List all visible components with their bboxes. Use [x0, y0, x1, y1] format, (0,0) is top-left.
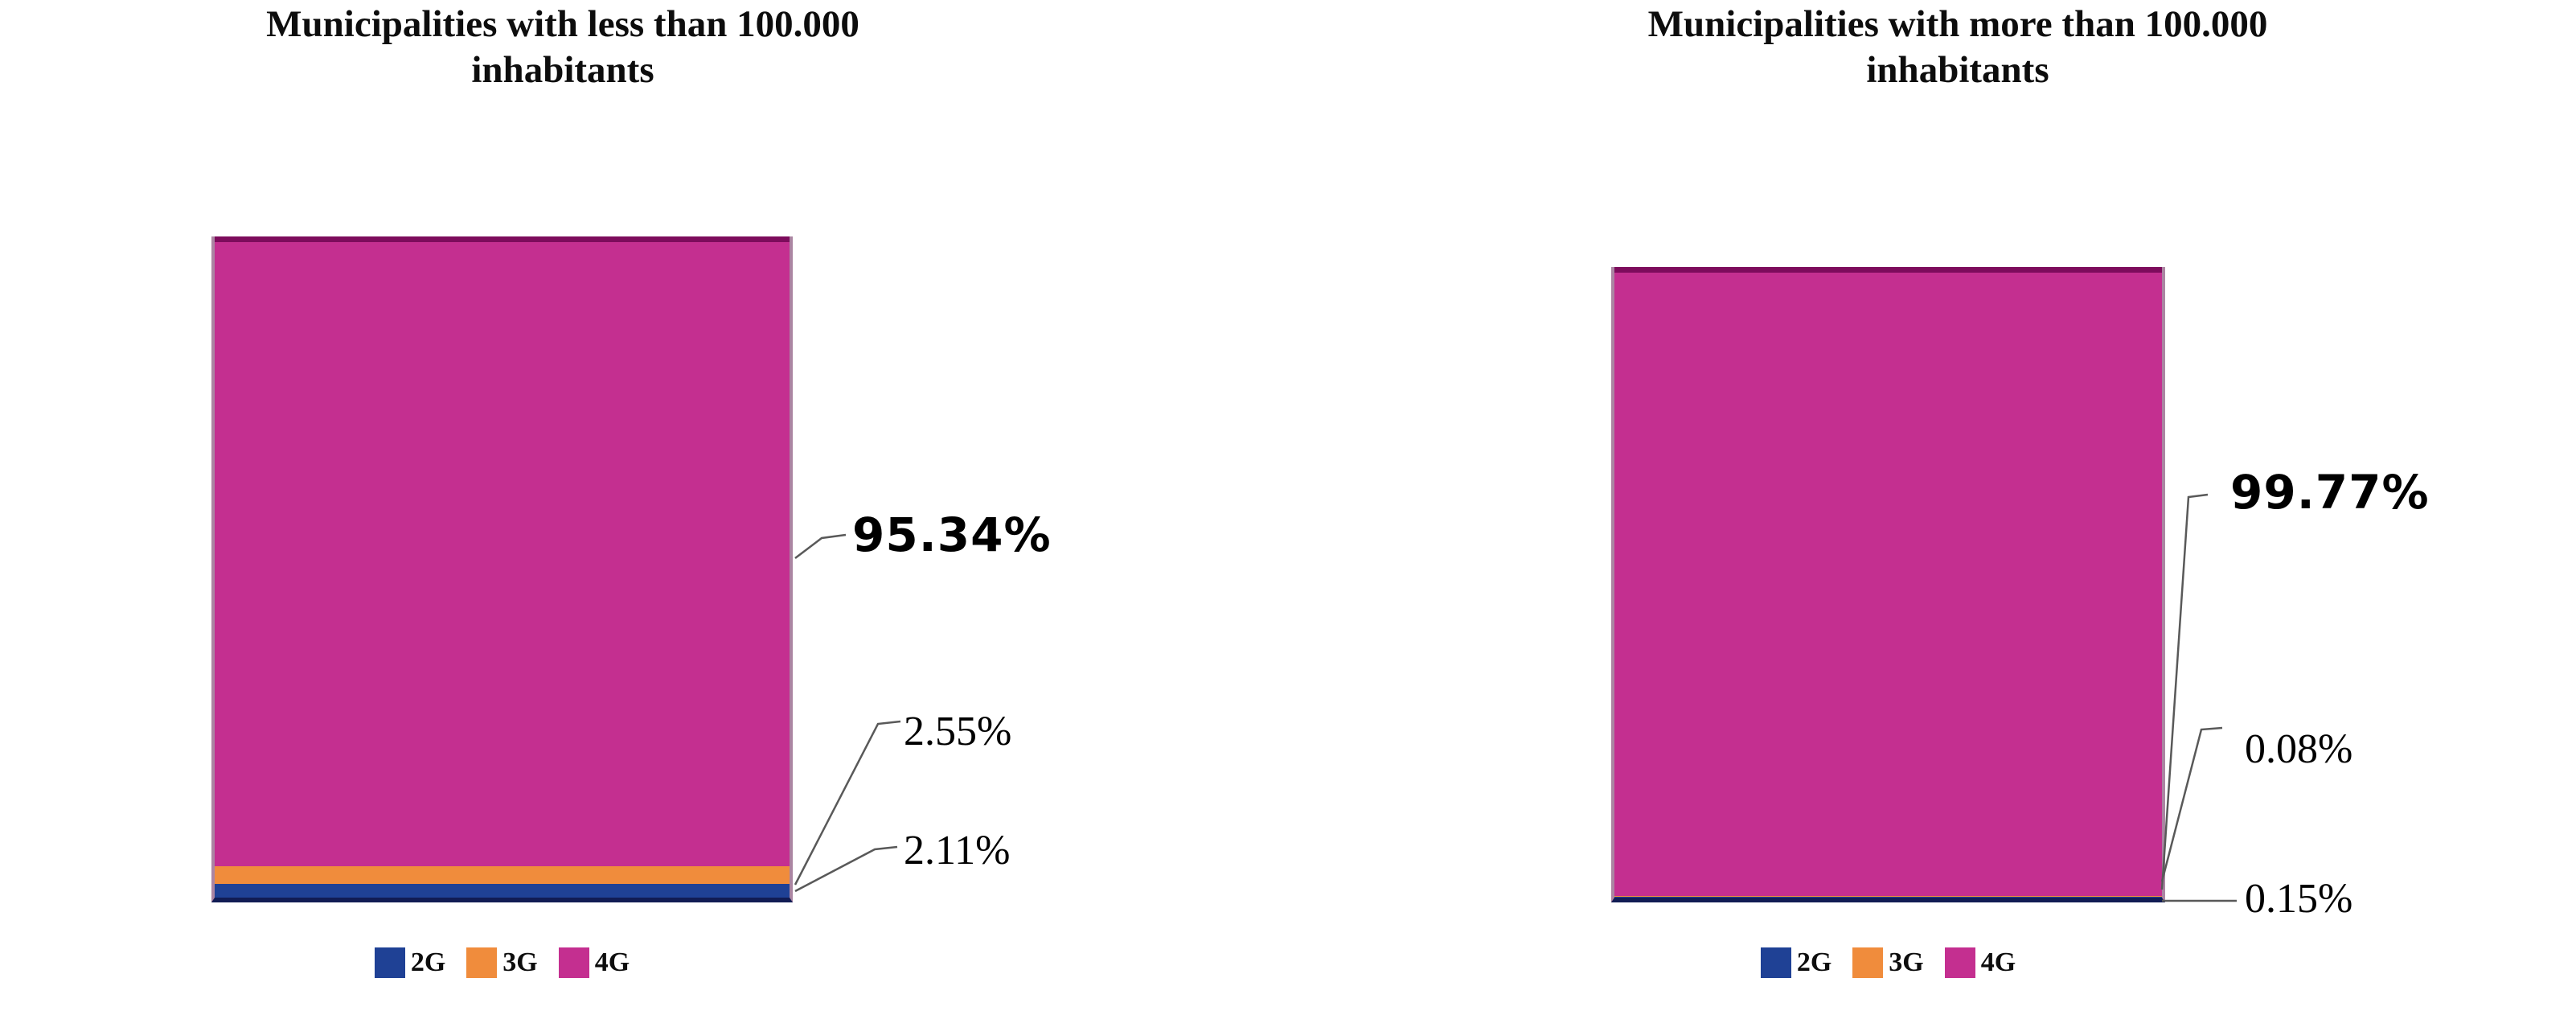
bar-segment-3g	[215, 866, 790, 884]
chart-title: Municipalities with more than 100.000 in…	[1395, 2, 2521, 94]
data-label-3g: 2.55%	[904, 709, 1012, 754]
leader-line-3g	[794, 720, 901, 886]
bar-segment-3g	[1614, 895, 2162, 897]
stacked-bar	[211, 236, 793, 902]
leader-line-4g	[2160, 493, 2209, 890]
legend-label-2g: 2G	[410, 947, 446, 977]
legend-label-4g: 4G	[594, 947, 630, 977]
legend: 2G 3G 4G	[211, 947, 793, 978]
bar-segment-4g	[215, 236, 790, 867]
chart-title-line2: inhabitants	[471, 49, 654, 92]
chart-title-line1: Municipalities with more than 100.000	[1647, 3, 2268, 45]
legend-swatch-4g	[1944, 947, 1975, 978]
legend-label-4g: 4G	[1980, 947, 2016, 977]
legend-swatch-3g	[466, 947, 498, 978]
bar-segment-2g	[215, 883, 790, 898]
leader-line-2g	[794, 845, 898, 893]
legend-swatch-2g	[374, 947, 405, 978]
data-label-4g: 95.34%	[852, 508, 1052, 562]
data-label-3g: 0.08%	[2245, 726, 2353, 772]
chart-title-line2: inhabitants	[1866, 49, 2049, 92]
legend-label-2g: 2G	[1796, 947, 1832, 977]
data-label-2g: 2.11%	[904, 828, 1011, 873]
legend-swatch-4g	[558, 947, 589, 978]
data-label-2g: 0.15%	[2245, 876, 2353, 922]
stacked-bar	[1611, 267, 2165, 902]
chart-title: Municipalities with less than 100.000 in…	[0, 2, 1126, 94]
bar-segment-2g	[1614, 896, 2162, 898]
leader-line-3g	[2160, 726, 2223, 882]
legend: 2G 3G 4G	[1611, 947, 2165, 978]
legend-item-3g: 3G	[466, 947, 538, 978]
legend-label-3g: 3G	[502, 947, 538, 977]
chart-less-than-100k: Municipalities with less than 100.000 in…	[0, 2, 1126, 978]
bar-segment-4g	[1614, 267, 2162, 896]
legend-item-4g: 4G	[1944, 947, 2016, 978]
legend-item-2g: 2G	[1760, 947, 1832, 978]
chart-title-line1: Municipalities with less than 100.000	[266, 3, 859, 45]
legend-item-4g: 4G	[558, 947, 630, 978]
legend-item-2g: 2G	[374, 947, 446, 978]
legend-label-3g: 3G	[1889, 947, 1924, 977]
legend-swatch-2g	[1760, 947, 1791, 978]
legend-item-3g: 3G	[1852, 947, 1924, 978]
chart-more-than-100k: Municipalities with more than 100.000 in…	[1288, 0, 2576, 1011]
leader-line-4g	[794, 533, 847, 559]
data-label-4g: 99.77%	[2230, 465, 2430, 520]
legend-swatch-3g	[1852, 947, 1884, 978]
